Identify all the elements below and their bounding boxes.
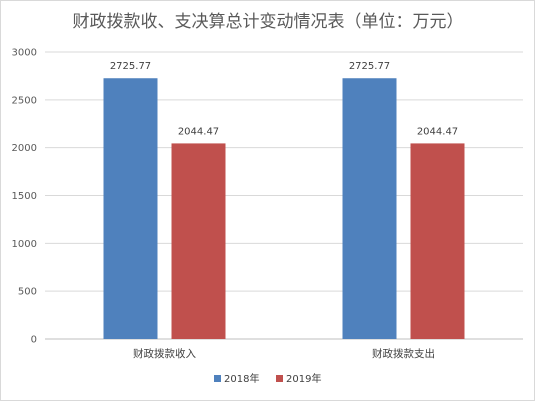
x-category-label: 财政拨款收入 <box>133 347 196 360</box>
x-category-label: 财政拨款支出 <box>372 347 435 360</box>
data-label: 2044.47 <box>178 126 219 137</box>
y-tick-label: 0 <box>31 335 37 346</box>
bar <box>342 78 397 339</box>
y-axis-ticks: 0 500 1000 1500 2000 2500 3000 <box>12 48 37 346</box>
y-tick-label: 2000 <box>12 143 37 154</box>
data-label: 2725.77 <box>349 61 390 72</box>
data-labels: 2725.77 2044.47 2725.77 2044.47 <box>110 61 458 137</box>
legend: 2018年 2019年 <box>214 372 321 385</box>
y-tick-label: 2500 <box>12 95 37 106</box>
legend-label: 2019年 <box>286 372 321 385</box>
bar <box>171 143 226 339</box>
legend-swatch <box>214 375 221 382</box>
bar <box>103 78 158 339</box>
legend-swatch <box>276 375 283 382</box>
y-tick-label: 3000 <box>12 48 37 59</box>
y-tick-label: 1000 <box>12 239 37 250</box>
legend-label: 2018年 <box>224 372 259 385</box>
data-label: 2725.77 <box>110 61 151 72</box>
bar <box>410 143 465 339</box>
bars <box>103 78 465 339</box>
x-axis-categories: 财政拨款收入 财政拨款支出 <box>133 347 435 360</box>
chart-title: 财政拨款收、支决算总计变动情况表（单位：万元） <box>73 12 464 32</box>
data-label: 2044.47 <box>417 126 458 137</box>
y-tick-label: 1500 <box>12 191 37 202</box>
y-tick-label: 500 <box>18 287 37 298</box>
